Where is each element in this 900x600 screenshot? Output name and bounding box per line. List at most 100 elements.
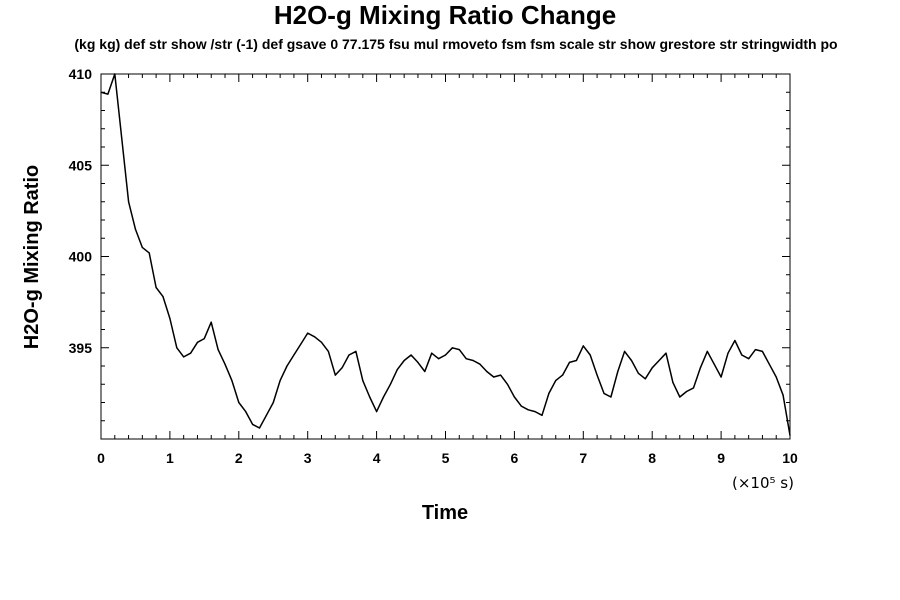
data-point	[637, 372, 640, 374]
data-point	[761, 350, 764, 352]
data-point	[286, 365, 288, 367]
x-axis-label: Time	[422, 502, 468, 524]
data-point	[134, 228, 136, 230]
y-tick-label: 395	[69, 340, 93, 356]
data-point	[789, 434, 791, 436]
data-point	[224, 363, 226, 365]
data-point	[575, 359, 578, 362]
x-tick-label: 6	[511, 450, 519, 466]
x-tick-label: 8	[648, 450, 656, 466]
data-point	[238, 401, 240, 404]
data-point	[107, 93, 109, 95]
axis-ticks	[100, 73, 791, 439]
x-tick-label: 2	[235, 450, 243, 466]
data-point	[527, 409, 529, 411]
data-point	[183, 356, 185, 358]
data-point	[231, 380, 233, 382]
x-tick-label: 9	[717, 450, 725, 466]
data-point	[376, 411, 378, 413]
data-point	[300, 343, 302, 345]
data-point	[699, 367, 702, 369]
data-point	[582, 345, 584, 347]
y-tick-label: 405	[69, 157, 93, 173]
data-point	[382, 396, 385, 398]
y-tick-labels: 395 400 405 410	[69, 66, 93, 356]
data-point	[362, 380, 364, 382]
data-point	[190, 352, 192, 354]
data-point	[334, 374, 336, 376]
data-point	[341, 367, 343, 369]
data-point	[672, 381, 674, 383]
data-point	[617, 370, 619, 373]
x-tick-label: 10	[782, 450, 798, 466]
data-point	[472, 359, 474, 362]
data-point	[121, 137, 123, 139]
data-point	[692, 387, 695, 389]
data-point	[252, 423, 254, 425]
data-point	[562, 374, 564, 376]
data-point	[196, 341, 199, 343]
chart-subtitle: (kg kg) def str show /str (-1) def gsave…	[74, 36, 837, 52]
x-tick-label: 3	[304, 450, 312, 466]
data-point	[431, 352, 433, 354]
x-tick-label: 1	[166, 450, 174, 466]
data-point	[658, 359, 660, 362]
data-point	[176, 347, 178, 349]
data-point	[100, 91, 102, 93]
data-point	[355, 350, 357, 352]
y-axis-label: H2O-g Mixing Ratio	[21, 165, 43, 349]
data-point	[520, 405, 522, 407]
data-point	[396, 369, 398, 371]
data-point	[768, 363, 770, 365]
data-point	[534, 411, 536, 413]
data-point	[410, 354, 412, 356]
data-point	[479, 363, 481, 365]
data-point	[217, 349, 219, 351]
data-point	[541, 414, 543, 416]
data-point	[279, 380, 281, 382]
data-point	[555, 380, 557, 382]
data-point	[589, 354, 591, 356]
data-point	[307, 332, 309, 334]
data-point	[686, 390, 688, 393]
data-point	[389, 383, 391, 385]
data-point	[706, 350, 708, 352]
data-point	[458, 349, 460, 351]
data-point	[713, 363, 715, 365]
data-point	[548, 392, 550, 394]
data-point	[610, 396, 612, 398]
data-point	[513, 396, 516, 398]
data-point	[444, 354, 447, 356]
y-tick-label: 410	[69, 66, 93, 82]
data-point	[679, 396, 681, 398]
data-point	[644, 378, 646, 380]
data-point	[754, 349, 757, 351]
x-tick-label: 7	[579, 450, 587, 466]
data-point	[155, 286, 157, 289]
data-point	[148, 252, 150, 254]
data-point	[486, 370, 488, 373]
data-point	[258, 427, 261, 429]
data-point	[720, 376, 722, 378]
data-point	[465, 358, 467, 360]
data-point	[272, 401, 274, 404]
data-point	[506, 383, 509, 385]
data-point	[665, 352, 667, 354]
data-point	[596, 374, 598, 376]
data-point	[782, 394, 784, 396]
x-tick-label: 5	[442, 450, 450, 466]
data-point	[265, 414, 267, 416]
series-line	[100, 73, 791, 436]
data-point	[210, 321, 212, 323]
data-point	[417, 361, 419, 363]
data-point	[203, 338, 205, 340]
data-point	[775, 376, 777, 378]
chart-title: H2O-g Mixing Ratio Change	[274, 0, 616, 30]
data-point	[734, 339, 736, 342]
x-axis-unit: (×10⁵ s)	[732, 474, 794, 492]
y-tick-label: 400	[69, 249, 93, 265]
data-point	[169, 317, 171, 320]
data-point	[727, 352, 729, 354]
data-point	[403, 359, 405, 362]
data-point	[293, 354, 295, 356]
